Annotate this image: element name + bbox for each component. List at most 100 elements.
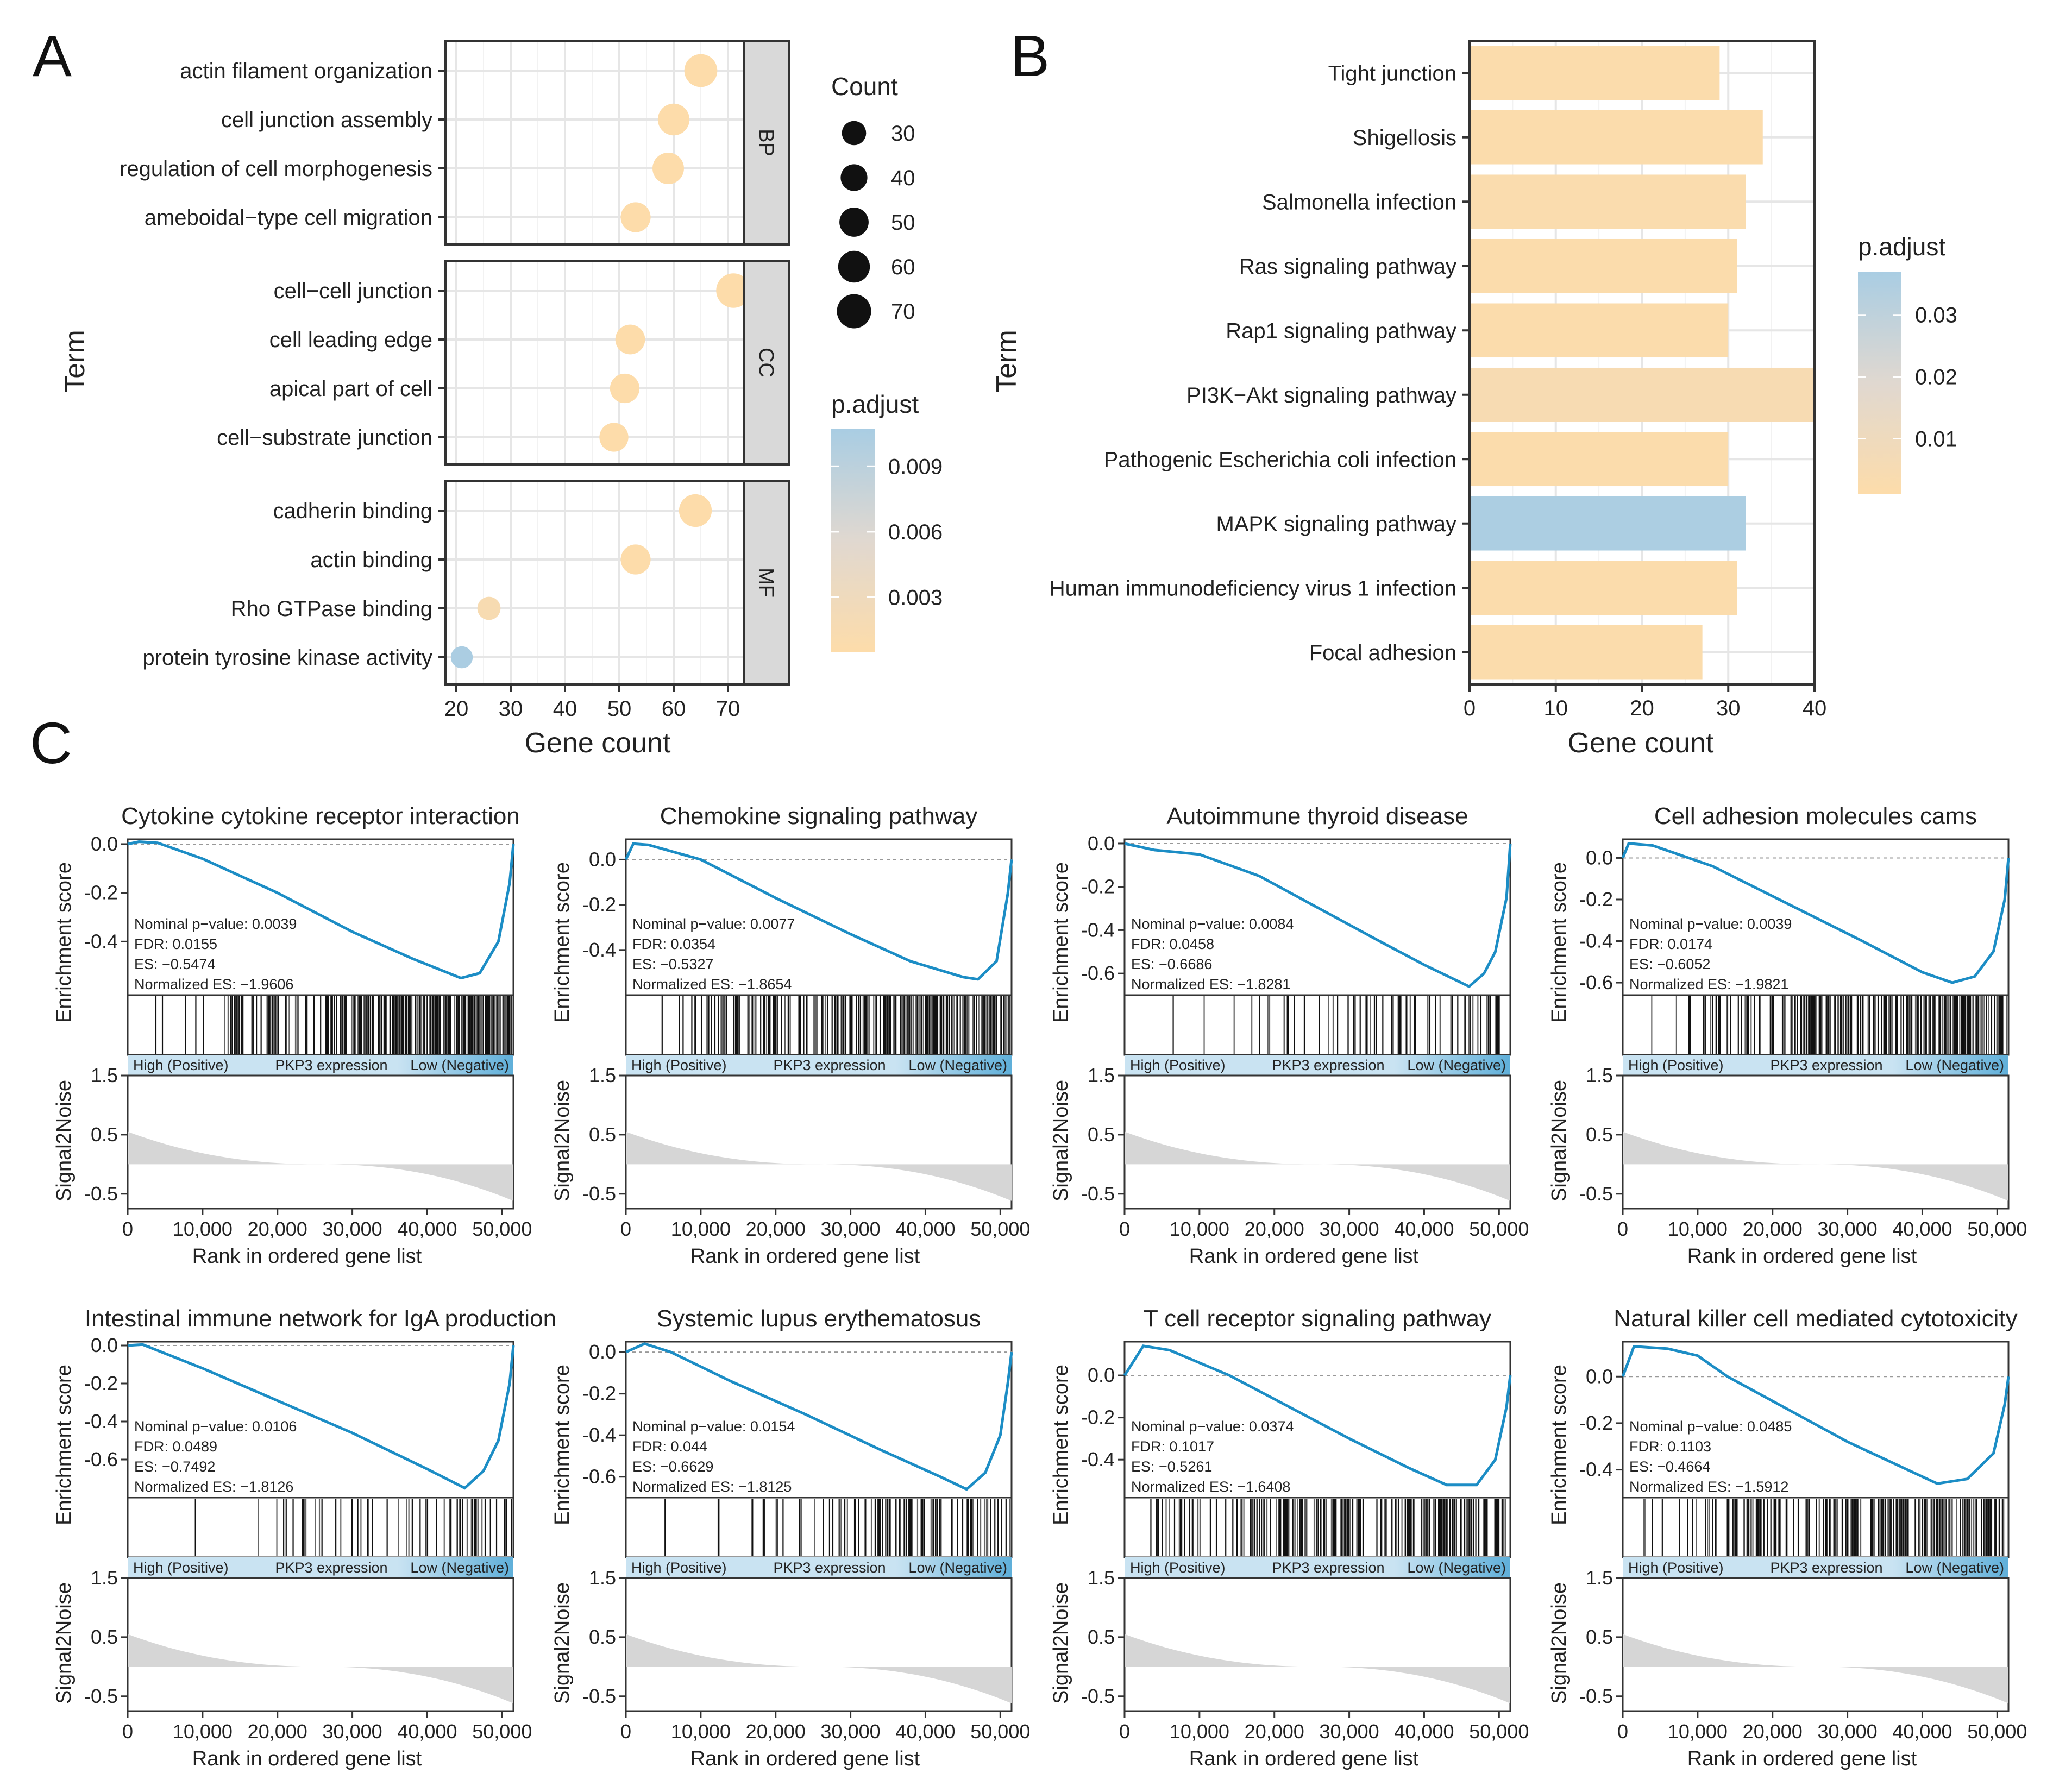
category-label: Shigellosis xyxy=(1353,126,1456,150)
dot xyxy=(620,544,651,575)
metric-tick-label: 0.5 xyxy=(589,1123,616,1146)
facet-strip-label: CC xyxy=(755,348,777,378)
size-legend-dot xyxy=(838,250,870,283)
band-center-label: PKP3 expression xyxy=(275,1057,387,1073)
x-axis-title: Rank in ordered gene list xyxy=(1687,1747,1917,1770)
x-tick-label: 30 xyxy=(499,697,523,721)
stat-fdr: FDR: 0.1017 xyxy=(1131,1438,1214,1455)
band-left-label: High (Positive) xyxy=(631,1057,727,1073)
gsea-plot-title: Cytokine cytokine receptor interaction xyxy=(121,803,520,829)
gsea-plot: Autoimmune thyroid disease 0.0 -0.2 -0.4 -0.… xyxy=(1050,803,1529,1268)
stat-pvalue: Nominal p−value: 0.0039 xyxy=(1629,916,1792,932)
metric-tick-label: 1.5 xyxy=(589,1567,616,1589)
x-tick-label: 10,000 xyxy=(671,1720,731,1743)
expression-band xyxy=(128,1055,513,1076)
es-tick-label: -0.6 xyxy=(84,1448,118,1470)
metric-tick-label: 0.5 xyxy=(1088,1123,1115,1146)
es-axis-title: Enrichment score xyxy=(1548,1365,1571,1525)
es-panel-border xyxy=(1123,1341,1511,1499)
x-tick-label: 30,000 xyxy=(821,1720,881,1743)
x-tick-label: 30,000 xyxy=(821,1218,881,1240)
metric-tick-label: 0.5 xyxy=(91,1123,118,1146)
colorbar-label: 0.01 xyxy=(1915,427,1957,451)
stat-pvalue: Nominal p−value: 0.0374 xyxy=(1131,1418,1294,1435)
es-tick-label: 0.0 xyxy=(1088,832,1115,854)
metric-tick-label: 1.5 xyxy=(91,1567,118,1589)
metric-tick-label: -0.5 xyxy=(582,1685,616,1707)
metric-tick-label: 1.5 xyxy=(1586,1064,1613,1086)
metric-panel-border xyxy=(1123,1074,1511,1210)
x-tick-label: 0 xyxy=(1119,1218,1130,1240)
term-label: actin binding xyxy=(310,548,432,572)
band-right-label: Low (Negative) xyxy=(410,1057,509,1073)
gsea-plot-title: Cell adhesion molecules cams xyxy=(1654,803,1977,829)
facet-strip-label: MF xyxy=(755,568,777,598)
x-tick-label: 30,000 xyxy=(323,1720,382,1743)
band-right-label: Low (Negative) xyxy=(1905,1057,2004,1073)
hits-panel-border xyxy=(1123,994,1511,1056)
x-tick-label: 10,000 xyxy=(173,1218,233,1240)
es-tick-label: -0.6 xyxy=(1579,971,1613,994)
bar xyxy=(1470,561,1737,615)
metric-area xyxy=(1623,1634,2008,1703)
enrichment-curve xyxy=(624,842,1013,981)
category-label: Ras signaling pathway xyxy=(1239,255,1456,279)
x-tick-label: 0 xyxy=(620,1720,631,1743)
colorbar xyxy=(831,429,875,652)
stat-fdr: FDR: 0.0458 xyxy=(1131,936,1214,952)
band-center-label: PKP3 expression xyxy=(773,1057,886,1073)
es-axis-title: Enrichment score xyxy=(53,862,76,1023)
bar xyxy=(1470,110,1763,165)
metric-area xyxy=(1623,1131,2008,1201)
facet-strip xyxy=(743,40,790,246)
metric-axis-title: Signal2Noise xyxy=(1548,1080,1571,1202)
expression-band xyxy=(128,1557,513,1578)
es-tick-label: -0.4 xyxy=(1081,919,1115,941)
metric-tick-label: 0.5 xyxy=(1586,1123,1613,1146)
es-panel-border xyxy=(1123,838,1511,996)
enrichment-curve xyxy=(127,1343,515,1490)
metric-panel-border xyxy=(127,1577,514,1712)
es-tick-label: -0.2 xyxy=(1081,876,1115,898)
expression-band xyxy=(626,1055,1012,1076)
x-axis-title: Rank in ordered gene list xyxy=(192,1747,422,1770)
gsea-plot: T cell receptor signaling pathway 0.0 -0.2… xyxy=(1050,1305,1529,1770)
es-axis-title: Enrichment score xyxy=(551,1365,574,1525)
band-right-label: Low (Negative) xyxy=(908,1560,1007,1576)
x-tick-label: 10,000 xyxy=(1170,1218,1229,1240)
metric-tick-label: -0.5 xyxy=(1579,1183,1613,1205)
dot xyxy=(679,494,712,527)
metric-panel-border xyxy=(1622,1577,2010,1712)
dot xyxy=(610,373,640,404)
category-label: Pathogenic Escherichia coli infection xyxy=(1104,448,1456,471)
gsea-plot: Chemokine signaling pathway 0.0 -0.2 -0.4 No… xyxy=(551,803,1030,1268)
metric-tick-label: -0.5 xyxy=(1081,1685,1115,1707)
band-center-label: PKP3 expression xyxy=(1272,1057,1384,1073)
band-right-label: Low (Negative) xyxy=(1905,1560,2004,1576)
stat-nes: Normalized ES: −1.8654 xyxy=(632,976,792,992)
es-tick-label: -0.4 xyxy=(1579,930,1613,952)
size-legend-label: 50 xyxy=(891,211,915,235)
metric-axis-title: Signal2Noise xyxy=(1050,1582,1072,1704)
metric-area xyxy=(1125,1131,1510,1201)
x-tick-label: 30,000 xyxy=(1320,1720,1379,1743)
x-tick-label: 30,000 xyxy=(1818,1218,1878,1240)
es-tick-label: 0.0 xyxy=(1586,846,1613,869)
x-tick-label: 50,000 xyxy=(970,1720,1030,1743)
x-axis-title: Rank in ordered gene list xyxy=(690,1747,920,1770)
x-tick-label: 40 xyxy=(1803,696,1827,720)
x-tick-label: 10,000 xyxy=(1668,1218,1728,1240)
term-label: actin filament organization xyxy=(180,59,432,83)
x-tick-label: 10,000 xyxy=(671,1218,731,1240)
x-tick-label: 40 xyxy=(553,697,577,721)
x-tick-label: 40,000 xyxy=(895,1218,955,1240)
x-tick-label: 0 xyxy=(1617,1218,1628,1240)
metric-tick-label: 1.5 xyxy=(91,1064,118,1086)
metric-area xyxy=(1125,1634,1510,1703)
es-tick-label: 0.0 xyxy=(1586,1365,1613,1387)
stat-nes: Normalized ES: −1.8281 xyxy=(1131,976,1290,992)
colorbar-label: 0.02 xyxy=(1915,366,1957,389)
enrichment-curve xyxy=(1621,842,2010,984)
es-tick-label: -0.4 xyxy=(84,930,118,952)
